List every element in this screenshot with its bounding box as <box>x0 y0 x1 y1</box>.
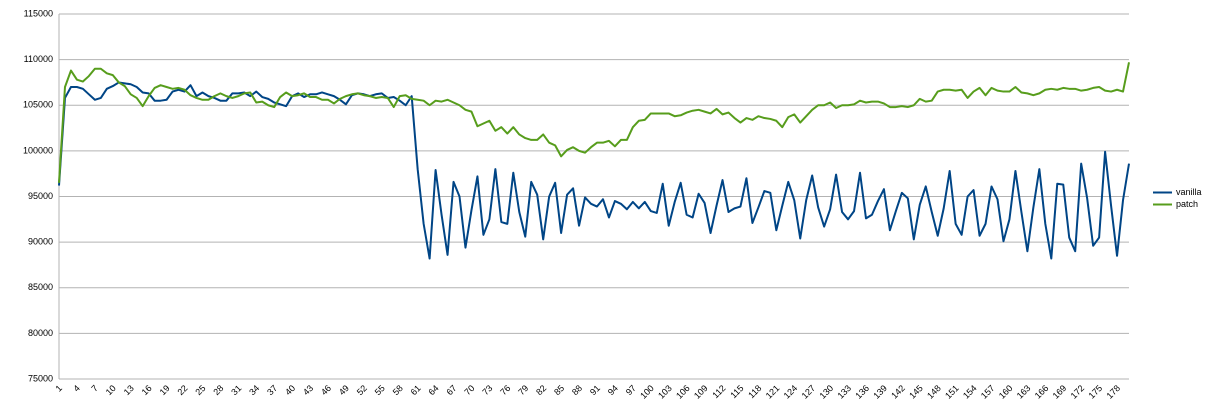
y-tick-label: 115000 <box>24 8 53 18</box>
x-tick-label: 76 <box>498 383 512 397</box>
x-tick-label: 43 <box>301 383 315 397</box>
x-tick-label: 178 <box>1104 383 1122 401</box>
x-tick-label: 85 <box>552 383 566 397</box>
x-tick-label: 91 <box>588 383 602 397</box>
x-tick-label: 109 <box>692 383 710 401</box>
legend-label: patch <box>1176 199 1198 209</box>
x-tick-label: 115 <box>728 383 745 400</box>
x-tick-label: 103 <box>656 383 674 401</box>
x-tick-label: 16 <box>140 383 154 397</box>
y-tick-label: 105000 <box>23 100 53 110</box>
x-tick-label: 133 <box>835 383 853 401</box>
x-tick-label: 142 <box>889 383 907 401</box>
x-tick-label: 13 <box>122 383 136 397</box>
x-tick-label: 28 <box>211 383 225 397</box>
x-tick-label: 163 <box>1015 383 1033 401</box>
x-tick-label: 121 <box>764 383 782 401</box>
legend-label: vanilla <box>1176 187 1202 197</box>
x-tick-label: 97 <box>624 383 638 397</box>
x-tick-label: 10 <box>104 383 118 397</box>
x-tick-label: 169 <box>1051 383 1069 401</box>
x-tick-label: 172 <box>1069 383 1087 401</box>
x-tick-label: 52 <box>355 383 369 397</box>
x-tick-label: 124 <box>782 383 800 401</box>
x-tick-label: 70 <box>462 383 476 397</box>
x-tick-label: 88 <box>570 383 584 397</box>
x-tick-label: 148 <box>925 383 943 401</box>
x-tick-label: 166 <box>1033 383 1051 401</box>
x-tick-label: 127 <box>800 383 818 401</box>
x-tick-label: 7 <box>89 383 100 394</box>
x-tick-label: 1 <box>53 383 64 394</box>
x-tick-label: 106 <box>674 383 692 401</box>
x-tick-label: 79 <box>516 383 530 397</box>
x-tick-label: 49 <box>337 383 351 397</box>
x-tick-label: 31 <box>229 383 243 397</box>
x-tick-label: 73 <box>480 383 494 397</box>
x-tick-label: 25 <box>193 383 207 397</box>
x-tick-label: 130 <box>818 383 836 401</box>
x-tick-label: 100 <box>638 383 656 401</box>
x-tick-label: 19 <box>158 383 172 397</box>
x-tick-label: 40 <box>283 383 297 397</box>
x-tick-label: 58 <box>391 383 405 397</box>
x-tick-label: 55 <box>373 383 387 397</box>
x-tick-label: 82 <box>534 383 548 397</box>
x-tick-label: 118 <box>746 383 763 400</box>
x-tick-label: 160 <box>997 383 1015 401</box>
x-tick-label: 157 <box>979 383 997 401</box>
x-tick-label: 112 <box>710 383 727 400</box>
x-tick-label: 4 <box>71 383 82 394</box>
y-tick-label: 90000 <box>28 237 53 247</box>
y-tick-label: 80000 <box>28 328 53 338</box>
x-tick-label: 34 <box>247 383 261 397</box>
x-tick-label: 139 <box>871 383 889 401</box>
x-tick-label: 67 <box>444 383 458 397</box>
y-tick-label: 85000 <box>28 282 53 292</box>
y-tick-label: 75000 <box>28 373 53 383</box>
series-line <box>58 62 1130 183</box>
x-tick-label: 61 <box>409 383 423 397</box>
x-tick-label: 46 <box>319 383 333 397</box>
x-tick-label: 136 <box>853 383 871 401</box>
y-tick-label: 100000 <box>23 145 53 155</box>
y-tick-label: 95000 <box>28 191 53 201</box>
x-tick-label: 145 <box>907 383 925 401</box>
x-tick-label: 94 <box>606 383 620 397</box>
x-tick-label: 64 <box>427 383 441 397</box>
x-tick-label: 175 <box>1087 383 1105 401</box>
x-tick-label: 37 <box>265 383 279 397</box>
series-line <box>58 81 1130 260</box>
x-tick-label: 154 <box>961 383 979 401</box>
y-tick-label: 110000 <box>24 54 53 64</box>
x-tick-label: 151 <box>943 383 961 401</box>
x-tick-label: 22 <box>175 383 189 397</box>
